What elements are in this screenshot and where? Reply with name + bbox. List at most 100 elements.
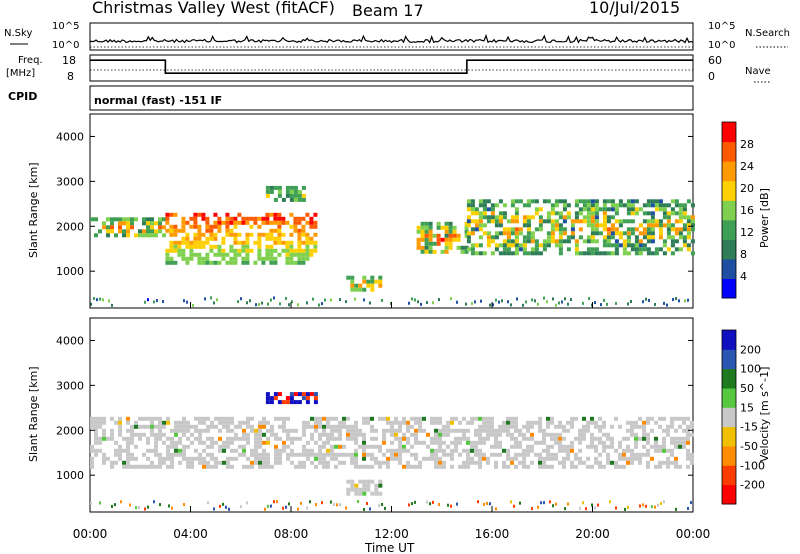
velocity-cell [346,424,350,429]
power-cell [470,219,475,224]
velocity-noise-cell [552,504,554,508]
velocity-cell [274,444,278,449]
velocity-cell [122,448,126,453]
power-cell [217,244,222,249]
power-cell [534,247,539,252]
velocity-cell [102,436,106,441]
velocity-cell [490,444,494,449]
velocity-noise-cell [531,507,533,511]
velocity-cell [370,424,374,429]
velocity-cell [90,424,94,429]
velocity-cell [610,444,614,449]
velocity-cell [530,420,534,425]
power-cell [490,215,495,220]
power-noise-cell [162,300,164,304]
velocity-noise-cell [591,503,593,507]
power-cell [440,249,445,254]
power-cell [574,243,579,248]
velocity-noise-cell [414,500,416,504]
noise-tick-bottom-left: 10^0 [52,40,79,51]
velocity-cell [562,464,566,469]
velocity-cell [198,452,202,457]
power-cell [518,231,523,236]
power-cell [444,245,449,250]
velocity-cell [670,436,674,441]
power-cell [265,248,270,253]
power-cell [634,251,639,256]
power-cell [474,243,479,248]
power-cell [424,241,429,246]
velocity-cell [622,464,626,469]
power-cell [297,260,302,265]
velocity-cell [662,428,666,433]
velocity-cell [598,416,602,421]
power-cell [197,260,202,265]
velocity-cell [182,452,186,457]
velocity-cell [498,452,502,457]
velocity-cell [634,456,638,461]
velocity-cell [582,436,586,441]
velocity-cell [578,436,582,441]
velocity-cell [186,424,190,429]
y-tick-label: 3000 [56,379,84,392]
velocity-cell [306,452,310,457]
velocity-cell [226,440,230,445]
velocity-cell [186,460,190,465]
velocity-noise-cell [288,502,290,506]
power-cell [538,219,543,224]
velocity-cell [554,424,558,429]
power-cell [428,229,433,234]
velocity-cell [238,444,242,449]
power-cell [285,193,290,198]
velocity-cell [282,416,286,421]
velocity-cell [450,464,454,469]
velocity-cell [434,460,438,465]
power-cell [586,239,591,244]
velocity-cell [158,452,162,457]
velocity-cell [586,464,590,469]
velocity-cell [390,428,394,433]
velocity-noise-cell [138,505,140,509]
velocity-cell [538,416,542,421]
velocity-cell [286,436,290,441]
power-cell [193,212,198,217]
power-cell [301,185,306,190]
colorbar-tick-label: 4 [740,270,747,283]
velocity-cell [314,424,318,429]
velocity-cell [166,444,170,449]
velocity-cell [126,416,130,421]
velocity-cell [294,428,298,433]
power-cell [165,248,170,253]
velocity-cell [370,464,374,469]
velocity-cell [482,452,486,457]
power-noise-cell [627,302,629,306]
power-cell [428,233,433,238]
power-cell [478,251,483,256]
power-cell [522,251,527,256]
velocity-cell [458,452,462,457]
power-cell [362,287,367,292]
velocity-cell [326,424,330,429]
power-noise-cell [204,297,206,301]
velocity-cell [386,420,390,425]
velocity-cell [658,416,662,421]
x-axis-label: Time UT [364,541,415,554]
power-cell [490,203,495,208]
power-cell [494,215,499,220]
power-cell [201,240,206,245]
power-cell [630,211,635,216]
velocity-cell [654,448,658,453]
colorbar-segment [722,446,736,466]
velocity-noise-cell [510,500,512,504]
velocity-cell [126,428,130,433]
velocity-noise-cell [543,501,545,505]
colorbar-segment [722,200,736,221]
power-cell [610,243,615,248]
power-cell [452,237,457,242]
velocity-cell [370,444,374,449]
power-cell [420,229,425,234]
velocity-cell [138,424,142,429]
power-cell [181,224,186,229]
velocity-cell [438,420,442,425]
velocity-cell [522,448,526,453]
